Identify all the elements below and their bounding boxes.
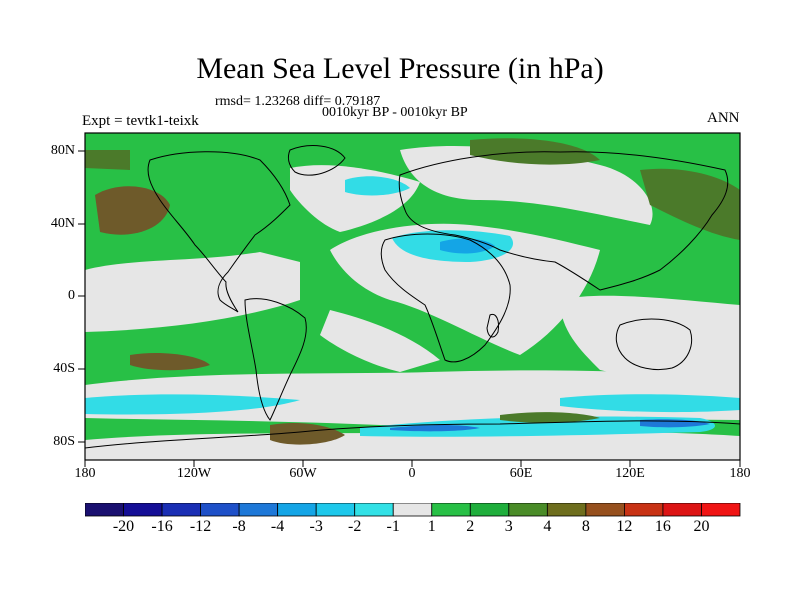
colorbar-swatch bbox=[469, 503, 510, 517]
arctic-dark-green bbox=[85, 138, 600, 170]
lat-label-80s: 80S bbox=[53, 434, 75, 449]
colorbar-label: 16 bbox=[654, 518, 671, 535]
coastlines bbox=[85, 145, 740, 449]
colorbar-swatch bbox=[85, 503, 124, 517]
antarctic-coast-blue bbox=[390, 419, 710, 432]
colorbar-label: -16 bbox=[151, 518, 173, 535]
south-indian-dark-green bbox=[500, 412, 600, 423]
lat-label-80n: 80N bbox=[50, 143, 75, 158]
colorbar-swatch bbox=[277, 503, 317, 517]
colorbar-label: 4 bbox=[543, 518, 552, 535]
lon-label-120e: 120E bbox=[615, 466, 645, 481]
axis-ticks bbox=[78, 150, 741, 467]
colorbar-swatch bbox=[585, 503, 625, 517]
southern-cyan-band bbox=[85, 394, 300, 415]
southern-cyan-east bbox=[560, 394, 740, 413]
map-title: Mean Sea Level Pressure (in hPa) bbox=[196, 52, 604, 85]
antarctica-coast bbox=[85, 420, 740, 449]
colorbar-label: 8 bbox=[581, 518, 590, 535]
lat-label-0: 0 bbox=[68, 288, 75, 303]
season-label: ANN bbox=[707, 110, 740, 126]
colorbar-label: 1 bbox=[427, 518, 436, 535]
antarctic-brown bbox=[270, 423, 345, 445]
colorbar bbox=[85, 503, 741, 517]
colorbar-label: -3 bbox=[309, 518, 323, 535]
north-pacific-brown bbox=[95, 186, 170, 235]
lon-label-60w: 60W bbox=[289, 466, 317, 481]
colorbar-label: -8 bbox=[232, 518, 246, 535]
eurasia-coast bbox=[398, 151, 729, 291]
indo-pacific-gray bbox=[560, 295, 740, 382]
colorbar-swatch bbox=[431, 503, 471, 517]
colorbar-swatch bbox=[200, 503, 240, 517]
period-label: 0010kyr BP - 0010kyr BP bbox=[322, 105, 468, 120]
south-atlantic-gray bbox=[320, 310, 440, 372]
colorbar-label: -2 bbox=[348, 518, 362, 535]
southern-gray-band bbox=[85, 370, 740, 426]
lon-label-0: 0 bbox=[408, 466, 416, 481]
stats-label: rmsd= 1.23268 diff= 0.79187 bbox=[215, 94, 381, 109]
colorbar-label: 3 bbox=[504, 518, 513, 535]
colorbar-swatch bbox=[161, 503, 201, 517]
colorbar-swatch bbox=[315, 503, 356, 517]
colorbar-label: 12 bbox=[616, 518, 633, 535]
colorbar-label: -12 bbox=[189, 518, 212, 535]
madagascar-coast bbox=[486, 313, 499, 338]
africa-gray bbox=[330, 223, 600, 355]
colorbar-label: 2 bbox=[466, 518, 475, 535]
colorbar-swatch bbox=[238, 503, 279, 517]
north-america-coast bbox=[147, 151, 291, 313]
australia-coast bbox=[615, 318, 693, 371]
colorbar-label: -20 bbox=[112, 518, 135, 535]
south-america-coast bbox=[244, 298, 307, 421]
south-pacific-brown bbox=[130, 353, 210, 371]
lat-label-40n: 40N bbox=[50, 216, 75, 231]
colorbar-label: 20 bbox=[693, 518, 710, 535]
colorbar-label: -4 bbox=[270, 518, 285, 535]
colorbar-swatch bbox=[701, 503, 741, 517]
colorbar-swatch bbox=[662, 503, 702, 517]
eurasia-gray bbox=[400, 145, 653, 225]
lon-label-180e: 180 bbox=[729, 466, 751, 481]
colorbar-swatch bbox=[508, 503, 548, 517]
antarctic-gray bbox=[85, 431, 740, 460]
lon-label-120w: 120W bbox=[176, 466, 212, 481]
africa-coast bbox=[380, 233, 511, 363]
north-atlantic-cyan bbox=[345, 176, 410, 196]
lon-label-180w: 180 bbox=[74, 466, 96, 481]
siberia-dark-green bbox=[640, 168, 740, 240]
experiment-label: Expt = tevtk1-teixk bbox=[82, 113, 199, 129]
colorbar-swatch bbox=[354, 503, 394, 517]
colorbar-swatch bbox=[546, 503, 587, 517]
colorbar-swatch bbox=[392, 503, 433, 517]
colorbar-swatch bbox=[624, 503, 664, 517]
colorbar-swatch bbox=[123, 503, 163, 517]
colorbar-label: -1 bbox=[386, 518, 400, 535]
lat-label-40s: 40S bbox=[53, 361, 75, 376]
lon-label-60e: 60E bbox=[509, 466, 533, 481]
antarctic-coast-cyan bbox=[360, 416, 715, 437]
greenland-coast bbox=[287, 145, 346, 176]
